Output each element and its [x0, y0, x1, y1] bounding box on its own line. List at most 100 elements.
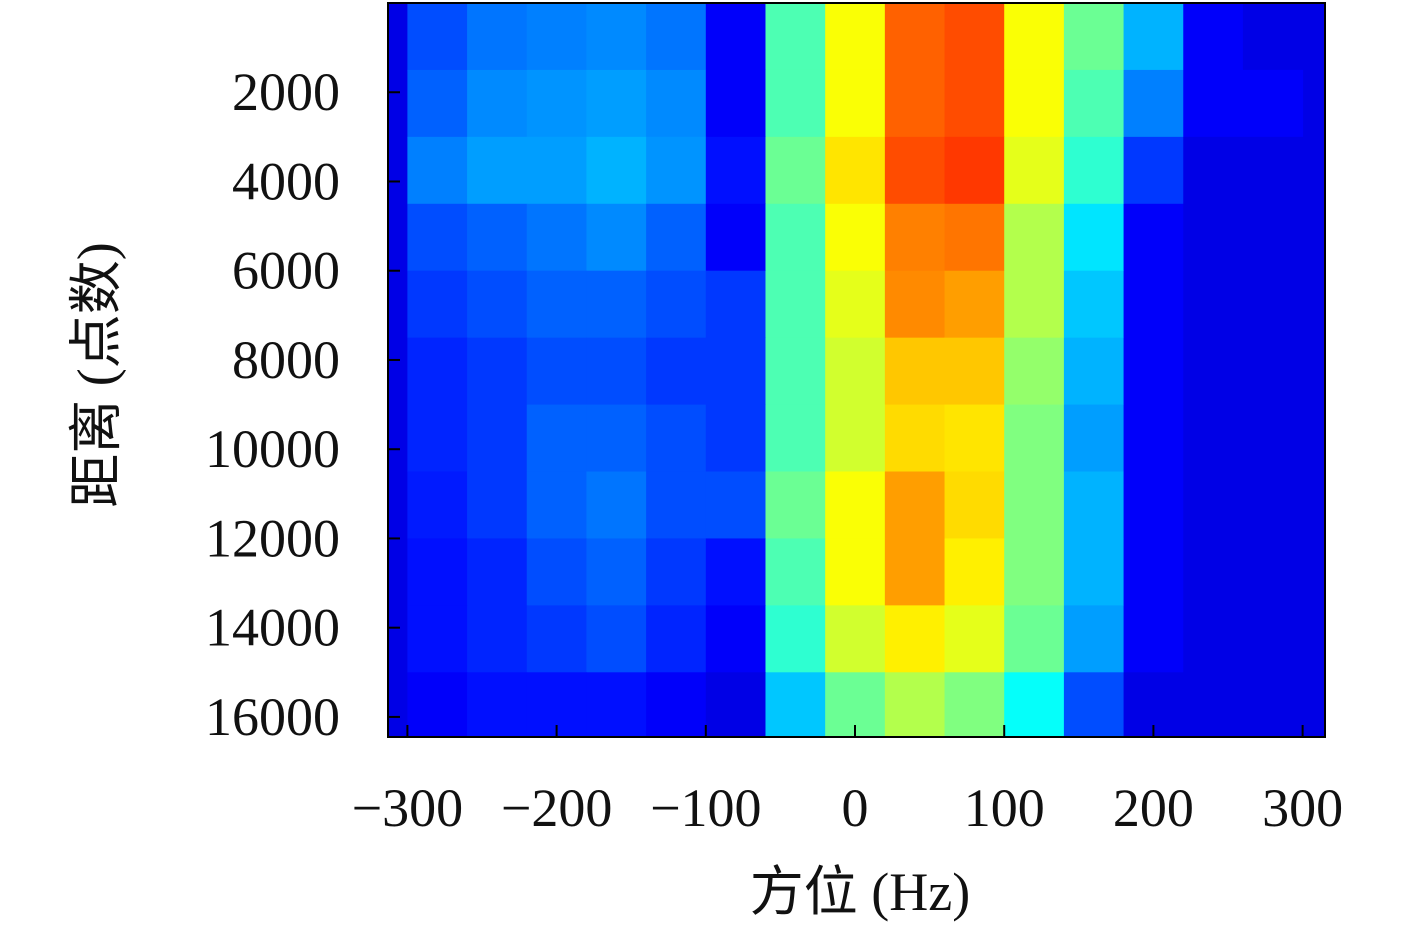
heatmap-cell — [646, 3, 707, 71]
heatmap-cell — [1063, 270, 1125, 339]
heatmap-cell — [1004, 203, 1065, 272]
heatmap-cell — [646, 337, 707, 406]
heatmap-cell — [944, 404, 1005, 473]
y-tick-label: 6000 — [232, 241, 340, 301]
heatmap-cell — [407, 538, 468, 606]
heatmap-cell — [1242, 136, 1304, 205]
heatmap-cell — [1183, 3, 1244, 71]
y-tick-label: 14000 — [205, 598, 340, 658]
heatmap-cell — [1183, 404, 1244, 473]
heatmap-cell — [526, 404, 587, 473]
heatmap-cell — [1063, 404, 1125, 473]
heatmap-cell — [825, 3, 886, 71]
heatmap-cell — [646, 471, 707, 539]
heatmap-cell — [1183, 672, 1244, 737]
heatmap-cell — [526, 69, 587, 138]
heatmap-cell — [765, 538, 826, 606]
heatmap-cell — [1063, 69, 1125, 138]
heatmap-cell — [586, 136, 647, 205]
heatmap-cell — [646, 538, 707, 606]
heatmap-cell — [526, 270, 587, 339]
heatmap-cell — [705, 270, 766, 339]
heatmap-cell — [586, 337, 647, 406]
x-tick-label: −100 — [650, 778, 761, 838]
heatmap-cell — [1004, 3, 1065, 71]
x-tick-label: 200 — [1113, 778, 1194, 838]
heatmap-cell — [705, 672, 766, 737]
heatmap-cell — [1183, 270, 1244, 339]
heatmap-cell — [646, 136, 707, 205]
heatmap-cell — [1183, 605, 1244, 673]
heatmap-cell — [884, 605, 946, 673]
x-tick-label: −300 — [352, 778, 463, 838]
heatmap-cell — [884, 538, 946, 606]
heatmap-cell — [705, 203, 766, 272]
y-tick-label: 10000 — [205, 419, 340, 479]
heatmap-cell — [1123, 270, 1184, 339]
heatmap-cell — [467, 672, 528, 737]
heatmap-cell — [646, 69, 707, 138]
heatmap-cell — [765, 270, 826, 339]
heatmap-cell — [1242, 337, 1304, 406]
heatmap-cell — [944, 471, 1005, 539]
heatmap-cell — [467, 471, 528, 539]
plot-frame — [387, 2, 1326, 738]
heatmap-cell — [1183, 337, 1244, 406]
heatmap-cell — [884, 69, 946, 138]
heatmap-cell — [586, 69, 647, 138]
heatmap-cell — [1123, 3, 1184, 71]
heatmap-cell — [467, 538, 528, 606]
heatmap-cell — [586, 203, 647, 272]
x-axis-label: 方位 (Hz) — [750, 862, 970, 922]
heatmap-cell — [407, 203, 468, 272]
heatmap-cell — [825, 605, 886, 673]
heatmap-cell — [944, 337, 1005, 406]
heatmap-cell — [944, 69, 1005, 138]
heatmap-cell — [705, 136, 766, 205]
heatmap-cell — [884, 404, 946, 473]
heatmap-cell — [765, 203, 826, 272]
heatmap-cell — [765, 136, 826, 205]
heatmap-cell — [884, 136, 946, 205]
heatmap-cell — [586, 404, 647, 473]
heatmap-cell — [1123, 69, 1184, 138]
heatmap-cell — [467, 605, 528, 673]
heatmap-cell — [1183, 69, 1244, 138]
x-tick-label: 100 — [964, 778, 1045, 838]
heatmap-cell — [1183, 471, 1244, 539]
heatmap-cell — [586, 672, 647, 737]
heatmap-cell — [407, 471, 468, 539]
heatmap-cell — [526, 337, 587, 406]
heatmap-cell — [825, 471, 886, 539]
heatmap-cell — [467, 136, 528, 205]
heatmap-cell — [467, 3, 528, 71]
heatmap-cell — [1004, 337, 1065, 406]
heatmap-cell — [825, 203, 886, 272]
y-axis-label: 距离 (点数) — [66, 242, 126, 507]
heatmap-cell — [705, 337, 766, 406]
heatmap-cell — [646, 404, 707, 473]
heatmap-cell — [1242, 270, 1304, 339]
heatmap-cell — [884, 203, 946, 272]
heatmap-cell — [1183, 538, 1244, 606]
heatmap-cell — [705, 471, 766, 539]
heatmap-cell — [646, 270, 707, 339]
heatmap-cell — [944, 605, 1005, 673]
heatmap-cell — [1183, 203, 1244, 272]
heatmap-cell — [467, 69, 528, 138]
heatmap-cell — [944, 136, 1005, 205]
heatmap-cell — [407, 337, 468, 406]
y-tick-label: 4000 — [232, 151, 340, 211]
heatmap-cell — [526, 3, 587, 71]
heatmap — [388, 3, 1325, 737]
heatmap-cell — [765, 3, 826, 71]
heatmap-cell — [407, 605, 468, 673]
heatmap-cell — [884, 337, 946, 406]
heatmap-cell — [765, 337, 826, 406]
heatmap-cell — [1004, 605, 1065, 673]
heatmap-cell — [407, 69, 468, 138]
heatmap-cell — [1123, 605, 1184, 673]
heatmap-cell — [765, 672, 826, 737]
heatmap-cell — [884, 471, 946, 539]
